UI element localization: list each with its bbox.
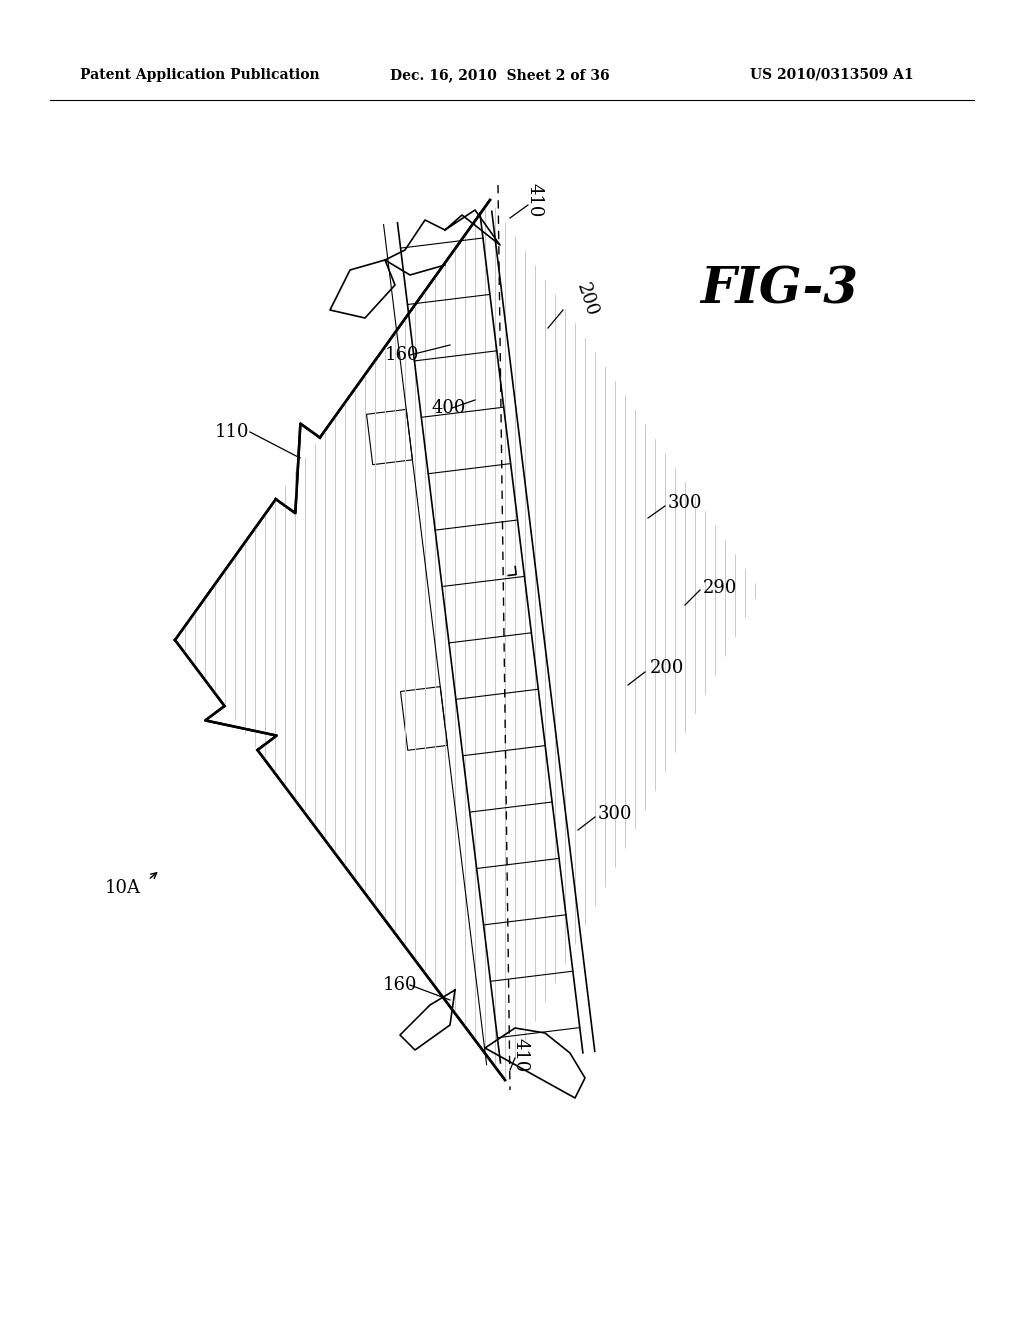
Text: 200: 200 xyxy=(573,281,601,319)
Text: Dec. 16, 2010  Sheet 2 of 36: Dec. 16, 2010 Sheet 2 of 36 xyxy=(390,69,609,82)
Polygon shape xyxy=(367,409,413,465)
Text: Patent Application Publication: Patent Application Publication xyxy=(80,69,319,82)
Text: 410: 410 xyxy=(526,182,544,218)
Text: FIG-3: FIG-3 xyxy=(700,265,858,314)
Text: 200: 200 xyxy=(650,659,684,677)
Text: 110: 110 xyxy=(215,422,250,441)
Text: 10A: 10A xyxy=(105,879,141,898)
Text: 400: 400 xyxy=(432,399,466,417)
Polygon shape xyxy=(400,686,447,750)
Text: 410: 410 xyxy=(511,1038,529,1072)
Text: 160: 160 xyxy=(383,975,418,994)
Text: US 2010/0313509 A1: US 2010/0313509 A1 xyxy=(750,69,913,82)
Text: 300: 300 xyxy=(668,494,702,512)
Text: 290: 290 xyxy=(703,579,737,597)
Text: 160: 160 xyxy=(385,346,420,364)
Text: 300: 300 xyxy=(598,805,633,822)
